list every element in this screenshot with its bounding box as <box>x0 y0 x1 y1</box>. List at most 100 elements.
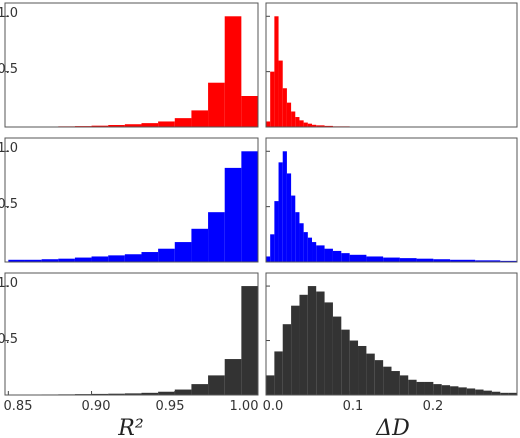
histogram-bar <box>41 259 59 262</box>
histogram-bar <box>307 286 317 395</box>
histogram-bar <box>278 60 283 127</box>
histogram-bar <box>270 234 275 262</box>
histogram-bar <box>91 393 109 395</box>
histogram-bar <box>508 392 517 395</box>
histogram-bar <box>324 125 333 127</box>
histogram-bar <box>299 294 308 395</box>
ytick-label: 0.5 <box>0 332 18 347</box>
histogram-bar <box>349 254 367 262</box>
histogram-bar <box>416 381 425 395</box>
histogram-bar <box>74 257 92 262</box>
panel-frame <box>4 137 259 263</box>
histogram-bar <box>8 259 25 262</box>
histogram-bar <box>408 379 417 395</box>
xtick-label: 0.95 <box>156 399 185 414</box>
histogram-bar <box>374 360 384 395</box>
histogram-bar <box>424 381 434 395</box>
histogram-bar <box>291 111 296 127</box>
histogram-bar <box>316 291 325 395</box>
histogram-bar <box>483 390 492 395</box>
histogram-bar <box>108 393 125 395</box>
histogram-bar <box>475 389 484 395</box>
histogram-bar <box>282 151 287 262</box>
plot-area <box>5 273 258 395</box>
x-axis-title-left: R² <box>117 416 143 438</box>
histogram-bar <box>383 257 400 262</box>
histogram-bar <box>441 385 451 395</box>
histogram-bar <box>270 71 275 127</box>
histogram-bar <box>299 120 304 127</box>
histogram-bars <box>266 286 517 395</box>
ytick-label: 0.5 <box>0 62 18 77</box>
histogram-bar <box>324 248 333 262</box>
histogram-bar <box>158 391 175 395</box>
histogram-bar <box>158 121 175 127</box>
histogram-bar <box>475 260 501 262</box>
panel-frame <box>265 137 518 263</box>
xtick-label: 0.85 <box>4 399 33 414</box>
histogram-bar <box>141 123 159 127</box>
x-axis-title-right: ΔD <box>375 416 410 438</box>
histogram-bar <box>91 256 109 262</box>
histogram-bar <box>312 242 317 262</box>
histogram-bar <box>124 254 142 262</box>
histogram-bar <box>391 371 400 395</box>
histogram-bar <box>366 353 375 395</box>
histogram-bar <box>191 228 209 262</box>
histogram-bar <box>450 259 476 262</box>
histogram-bar <box>224 16 242 127</box>
histogram-bar <box>266 375 275 395</box>
histogram-bar <box>299 223 304 262</box>
histogram-bar <box>433 384 442 395</box>
histogram-bar <box>241 96 258 127</box>
histogram-panel-row1-right <box>265 2 518 128</box>
histogram-bar <box>58 258 75 262</box>
histogram-bar <box>191 384 209 395</box>
histogram-bars <box>8 151 258 262</box>
histogram-bar <box>91 125 109 127</box>
ytick-label: 1.0 <box>0 6 18 21</box>
histogram-bar <box>191 110 209 127</box>
histogram-bar <box>303 122 308 127</box>
histogram-bars <box>266 151 517 262</box>
histogram-bar <box>282 324 292 395</box>
histogram-bar <box>332 316 342 395</box>
histogram-bars <box>8 16 258 127</box>
ytick-label: 0.5 <box>0 197 18 212</box>
histogram-bar <box>416 258 434 262</box>
histogram-bar <box>500 392 509 395</box>
histogram-bar <box>174 118 192 127</box>
histogram-bar <box>274 201 279 262</box>
histogram-bar <box>295 212 300 262</box>
histogram-bar <box>291 305 300 395</box>
histogram-bar <box>332 250 342 262</box>
histogram-bar <box>108 125 125 127</box>
histogram-bar <box>324 302 333 395</box>
histogram-bar <box>274 351 283 395</box>
histogram-bar <box>174 242 192 262</box>
panel-frame <box>4 2 259 128</box>
histogram-bar <box>307 237 313 262</box>
histogram-bar <box>316 125 325 127</box>
histogram-bar <box>224 359 242 395</box>
panel-frame <box>265 272 518 396</box>
histogram-bar <box>241 151 258 262</box>
histogram-panel-row3-left <box>4 272 259 396</box>
histogram-bar <box>266 121 271 127</box>
histogram-bar <box>241 286 258 395</box>
panel-frame <box>4 272 259 396</box>
xtick-label: 0.1 <box>343 399 364 414</box>
histogram-bar <box>274 16 279 127</box>
histogram-bar <box>141 392 159 395</box>
histogram-bar <box>158 248 175 262</box>
histogram-bar <box>282 88 287 127</box>
histogram-panel-row2-right <box>265 137 518 263</box>
histogram-bar <box>266 256 271 262</box>
panel-frame <box>265 2 518 128</box>
histogram-bar <box>208 375 225 395</box>
histogram-bar <box>312 124 317 127</box>
xtick-label: 0.2 <box>423 399 444 414</box>
histogram-bar <box>399 258 417 262</box>
xtick-label: 1.00 <box>230 399 259 414</box>
